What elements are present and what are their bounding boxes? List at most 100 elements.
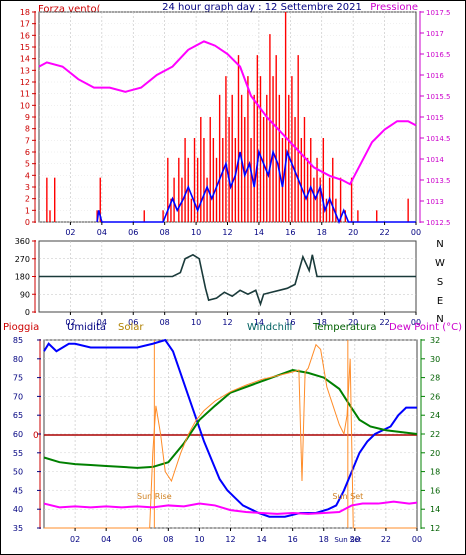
temperature-tick: 28 <box>430 374 440 383</box>
legend-pioggia: Pioggia <box>3 322 39 333</box>
temperatura-line <box>43 369 418 469</box>
x-tick-label: 18 <box>317 228 327 237</box>
humidity-tick: 65 <box>13 411 23 420</box>
x-tick-label: 20 <box>348 228 358 237</box>
temperature-tick: 16 <box>430 486 440 495</box>
panel3-grid <box>44 339 417 529</box>
x-tick-label: 16 <box>288 535 298 544</box>
pressure-tick: 1012.5 <box>426 219 451 227</box>
compass-label: N <box>436 239 443 250</box>
pressure-line <box>38 40 417 186</box>
x-tick-label: 00 <box>411 228 421 237</box>
pressure-tick: 1013.5 <box>426 177 451 185</box>
dew-point-line <box>43 500 418 515</box>
direction-tick: 180 <box>15 273 30 282</box>
x-tick-label: 14 <box>256 535 266 544</box>
x-tick-label: 06 <box>128 228 138 237</box>
wind-speed-tick: 5 <box>25 160 30 169</box>
umidita-line <box>43 338 417 518</box>
legend-dewpoint: Dew Point (°C) <box>389 322 462 333</box>
x-tick-label: 16 <box>285 228 295 237</box>
temperature-tick: 12 <box>430 524 440 533</box>
x-tick-label: 04 <box>97 318 107 327</box>
pressure-tick: 1015.5 <box>426 93 451 101</box>
humidity-tick: 75 <box>13 374 23 383</box>
sun-annotations: Sun Rise Sun Set Sun Set <box>137 492 363 544</box>
pressure-tick: 1013 <box>426 198 444 206</box>
humidity-ticks: 35 40 45 50 55 60 65 70 75 80 85 <box>13 336 41 533</box>
x-tick-label: 12 <box>222 318 232 327</box>
temperature-tick: 24 <box>430 411 440 420</box>
x-tick-label: 02 <box>65 318 75 327</box>
compass-label: S <box>437 277 443 288</box>
pressure-tick: 1017.5 <box>426 9 451 17</box>
wind-speed-tick: 7 <box>25 136 30 145</box>
panel2-lines <box>39 253 416 307</box>
legend-umidita: Umidita <box>67 322 106 333</box>
direction-ticks: 0 90 180 270 360 <box>15 237 36 317</box>
temperature-tick: 22 <box>430 430 440 439</box>
x-tick-label: 18 <box>317 318 327 327</box>
temperature-tick: 14 <box>430 505 440 514</box>
pressure-axis-label: Pressione <box>370 2 418 13</box>
x-tick-label: 08 <box>163 535 173 544</box>
wind-speed-tick: 11 <box>20 90 30 99</box>
pressure-tick: 1017 <box>426 30 444 38</box>
humidity-tick: 80 <box>13 355 23 364</box>
x-tick-label: 00 <box>411 318 421 327</box>
x-tick-label: 08 <box>160 318 170 327</box>
x-tick-label: 12 <box>225 535 235 544</box>
pressure-tick: 1016 <box>426 72 444 80</box>
panel1-x-ticks: 02 04 06 08 10 12 14 16 18 20 22 00 <box>65 222 421 237</box>
x-tick-label: 02 <box>70 535 80 544</box>
wind-speed-tick: 12 <box>20 78 30 87</box>
humidity-tick: 40 <box>13 505 23 514</box>
humidity-tick: 55 <box>13 449 23 458</box>
temperature-tick: 18 <box>430 468 440 477</box>
x-tick-label: 10 <box>191 228 201 237</box>
legend-solar: Solar <box>118 322 144 333</box>
wind-speed-tick: 3 <box>25 183 30 192</box>
x-tick-label: 06 <box>132 535 142 544</box>
temperature-tick: 32 <box>430 336 440 345</box>
temperature-tick: 20 <box>430 449 440 458</box>
pressure-tick: 1016.5 <box>426 51 451 59</box>
x-tick-label: 22 <box>379 318 389 327</box>
direction-tick: 0 <box>25 308 30 317</box>
pressure-tick: 1014.5 <box>426 135 451 143</box>
wind-speed-tick: 1 <box>25 206 30 215</box>
pressure-tick: 1015 <box>426 114 444 122</box>
humidity-tick: 85 <box>13 336 23 345</box>
solar-line <box>44 343 417 529</box>
humidity-tick: 35 <box>13 524 23 533</box>
wind-speed-tick: 14 <box>20 55 30 64</box>
wind-speed-tick: 0 <box>25 218 30 227</box>
sun-annotation: Sun Rise <box>137 492 172 501</box>
panel3-lines <box>43 338 418 529</box>
humidity-tick: 45 <box>13 486 23 495</box>
wind-speed-tick: 9 <box>25 113 30 122</box>
wind-speed-tick: 6 <box>25 148 30 157</box>
x-tick-label: 16 <box>285 318 295 327</box>
temperature-ticks: 12 14 16 18 20 22 24 26 28 30 32 <box>421 336 440 533</box>
temperature-tick: 26 <box>430 392 440 401</box>
humidity-tick: 50 <box>13 468 23 477</box>
wind-direction-line <box>39 253 416 307</box>
humidity-tick: 60 <box>13 430 23 439</box>
chart-title: 24 hour graph day : 12 Settembre 2021 <box>162 2 362 13</box>
wind-speed-tick: 10 <box>20 101 30 110</box>
x-tick-label: 12 <box>222 228 232 237</box>
x-tick-label: 20 <box>348 318 358 327</box>
direction-tick: 360 <box>15 237 30 246</box>
wind-speed-tick: 16 <box>20 31 30 40</box>
rain-zero-label: 0 <box>33 431 39 441</box>
wind-speed-axis-label: Forza vento( <box>38 4 101 15</box>
panel3-x-ticks: 02 04 06 08 10 12 14 16 18 20 22 00 <box>70 528 422 544</box>
temperature-tick: 30 <box>430 355 440 364</box>
x-tick-label: 10 <box>191 318 201 327</box>
compass-label: W <box>435 258 445 269</box>
wind-speed-tick: 17 <box>20 20 30 29</box>
wind-speed-tick: 13 <box>20 66 30 75</box>
